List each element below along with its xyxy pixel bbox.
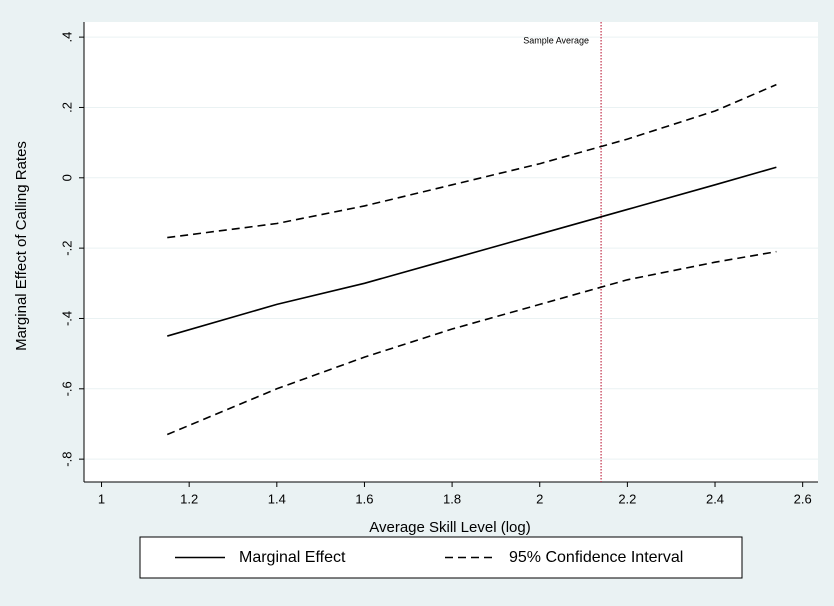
legend-box (139, 536, 743, 579)
x-tick-label: 2 (536, 491, 543, 506)
y-tick-label: -.6 (59, 381, 74, 396)
x-tick-label: 1.6 (355, 491, 373, 506)
x-tick-label: 2.6 (794, 491, 812, 506)
line (167, 83, 777, 239)
reference-label: Sample Average (523, 35, 589, 45)
x-axis-title: Average Skill Level (log) (369, 519, 530, 536)
y-tick-label: -.4 (59, 311, 74, 326)
y-tick-label: 0 (59, 174, 74, 181)
x-tick-label: 2.2 (618, 491, 636, 506)
legend-label: Marginal Effect (239, 549, 346, 566)
y-tick-label: .2 (59, 102, 74, 113)
x-tick-label: 2.4 (706, 491, 724, 506)
y-tick-label: -.8 (59, 452, 74, 467)
y-axis-title: Marginal Effect of Calling Rates (13, 141, 30, 351)
legend-label: 95% Confidence Interval (509, 549, 683, 566)
plot-area (84, 22, 818, 482)
line (166, 250, 777, 436)
x-tick-label: 1.2 (180, 491, 198, 506)
x-tick-label: 1 (98, 491, 105, 506)
y-tick-label: .4 (59, 32, 74, 43)
line (167, 166, 777, 337)
y-tick-label: -.2 (59, 241, 74, 256)
x-tick-label: 1.4 (268, 491, 286, 506)
x-tick-label: 1.8 (443, 491, 461, 506)
